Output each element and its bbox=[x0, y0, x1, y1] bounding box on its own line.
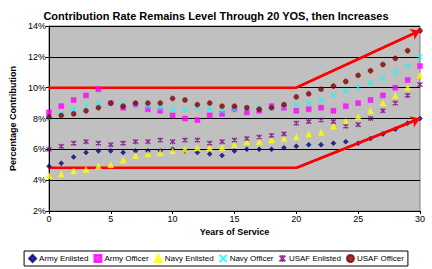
svg-text:6%: 6% bbox=[33, 144, 46, 154]
svg-text:2%: 2% bbox=[33, 206, 46, 216]
svg-text:USAF Enlisted: USAF Enlisted bbox=[289, 254, 341, 263]
svg-text:Years of Service: Years of Service bbox=[200, 227, 270, 237]
svg-text:Navy Officer: Navy Officer bbox=[230, 254, 274, 263]
svg-text:4%: 4% bbox=[33, 175, 46, 185]
svg-text:Navy Enlisted: Navy Enlisted bbox=[165, 254, 214, 263]
svg-text:10: 10 bbox=[168, 214, 178, 224]
svg-text:14%: 14% bbox=[28, 21, 46, 31]
svg-text:15: 15 bbox=[229, 214, 239, 224]
svg-text:0: 0 bbox=[46, 214, 51, 224]
svg-text:30: 30 bbox=[415, 214, 425, 224]
svg-text:25: 25 bbox=[353, 214, 363, 224]
svg-text:20: 20 bbox=[291, 214, 301, 224]
svg-text:Army Enlisted: Army Enlisted bbox=[39, 254, 88, 263]
svg-text:USAF Officer: USAF Officer bbox=[357, 254, 404, 263]
svg-text:5: 5 bbox=[108, 214, 113, 224]
svg-text:Percentage Contribution: Percentage Contribution bbox=[8, 66, 18, 171]
svg-text:12%: 12% bbox=[28, 52, 46, 62]
svg-text:Contribution Rate Remains Leve: Contribution Rate Remains Level Through … bbox=[43, 10, 388, 22]
svg-text:Army Officer: Army Officer bbox=[104, 254, 149, 263]
svg-text:8%: 8% bbox=[33, 114, 46, 124]
svg-text:10%: 10% bbox=[28, 83, 46, 93]
